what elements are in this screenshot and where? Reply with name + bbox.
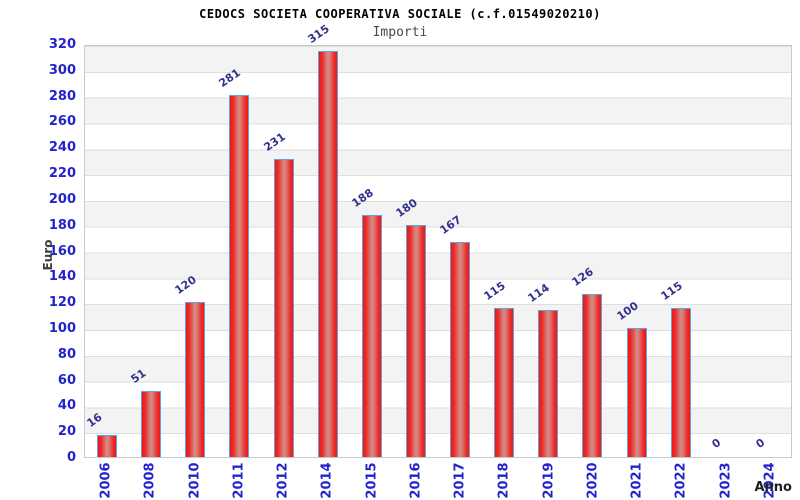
x-tick-cell: 2006 xyxy=(84,460,128,500)
x-tick-cell: 2023 xyxy=(704,460,748,500)
y-tick-label: 180 xyxy=(48,217,76,233)
bar-cell-2017: 167 xyxy=(438,46,482,457)
bar-value-label: 231 xyxy=(261,130,288,155)
chart-subtitle: Importi xyxy=(372,25,428,40)
bar-cell-2011: 281 xyxy=(217,46,261,457)
x-tick-cell: 2017 xyxy=(438,460,482,500)
x-tick-cell: 2019 xyxy=(527,460,571,500)
bar-cell-2020: 126 xyxy=(570,46,614,457)
y-tick-label: 100 xyxy=(48,320,76,336)
x-tick-label: 2018 xyxy=(496,461,512,499)
bar-cell-2012: 231 xyxy=(261,46,306,457)
x-tick-cell: 2014 xyxy=(305,460,349,500)
bar-value-label: 188 xyxy=(349,185,376,210)
y-tick-label: 280 xyxy=(48,88,76,104)
bar-2019 xyxy=(538,309,559,457)
bar-value-label: 115 xyxy=(658,279,685,304)
y-tick-label: 320 xyxy=(48,37,76,52)
x-tick-cell: 2021 xyxy=(615,460,659,500)
x-tick-cell: 2020 xyxy=(571,460,615,500)
x-tick-label: 2021 xyxy=(629,461,645,499)
bar-value-label: 100 xyxy=(614,298,641,323)
bar-cell-2023: 0 xyxy=(703,46,747,457)
bar-2015 xyxy=(361,214,382,457)
x-tick-label: 2019 xyxy=(541,461,557,499)
y-tick-label: 120 xyxy=(48,295,76,311)
bar-value-label: 120 xyxy=(172,273,200,297)
bar-2008 xyxy=(141,390,162,457)
x-tick-label: 2011 xyxy=(231,461,247,499)
bar-2006 xyxy=(97,435,118,457)
x-axis-tick-labels: 2006 2008 2010 2011 2012 2014 2015 2016 2017 2018… xyxy=(84,460,792,500)
y-tick-label: 40 xyxy=(57,398,76,414)
y-tick-label: 0 xyxy=(66,450,76,465)
x-tick-label: 2008 xyxy=(142,461,158,499)
bar-2021 xyxy=(626,327,647,457)
bar-cell-2016: 180 xyxy=(393,46,438,457)
bar-value-label: 126 xyxy=(569,265,597,290)
bar-2010 xyxy=(185,301,206,457)
bar-2012 xyxy=(273,159,294,457)
bar-cell-2006: 16 xyxy=(85,46,129,457)
x-tick-label: 2012 xyxy=(275,461,291,499)
bar-value-label: 281 xyxy=(216,66,244,91)
bar-cell-2022: 115 xyxy=(658,46,703,457)
chart-title: CEDOCS SOCIETA COOPERATIVA SOCIALE (c.f.… xyxy=(199,7,601,21)
x-tick-label: 2015 xyxy=(364,461,380,499)
x-tick-label: 2022 xyxy=(673,461,689,499)
bar-cell-2015: 188 xyxy=(349,46,394,457)
x-tick-label: 2014 xyxy=(319,461,335,499)
x-tick-label: 2017 xyxy=(452,461,468,499)
y-tick-label: 260 xyxy=(48,114,76,130)
x-tick-cell: 2012 xyxy=(261,460,305,500)
y-tick-label: 300 xyxy=(48,62,76,78)
y-tick-label: 160 xyxy=(48,243,76,259)
bar-value-label: 16 xyxy=(84,411,105,431)
bar-value-label: 0 xyxy=(709,435,724,451)
bar-2017 xyxy=(450,241,471,457)
bar-2018 xyxy=(494,308,515,457)
y-tick-label: 140 xyxy=(48,269,76,285)
x-axis-title: Anno xyxy=(754,480,792,495)
bar-2011 xyxy=(229,95,250,457)
bar-cell-2010: 120 xyxy=(173,46,217,457)
x-tick-cell: 2008 xyxy=(128,460,172,500)
x-tick-cell: 2015 xyxy=(350,460,394,500)
x-tick-label: 2020 xyxy=(585,461,601,499)
bar-value-label: 114 xyxy=(525,280,553,305)
x-tick-cell: 2010 xyxy=(173,460,217,500)
x-tick-cell: 2011 xyxy=(217,460,261,500)
bar-cell-2018: 115 xyxy=(482,46,526,457)
x-tick-label: 2010 xyxy=(187,461,203,499)
bar-value-label: 51 xyxy=(128,366,149,386)
x-tick-label: 2023 xyxy=(718,461,734,499)
bar-value-label: 0 xyxy=(753,435,768,451)
bar-cell-2019: 114 xyxy=(526,46,570,457)
bar-value-label: 115 xyxy=(481,279,509,304)
bar-2014 xyxy=(317,51,338,457)
x-tick-label: 2006 xyxy=(98,461,114,499)
x-tick-label: 2016 xyxy=(408,461,424,499)
bar-cell-2024: 0 xyxy=(747,46,791,457)
x-tick-cell: 2016 xyxy=(394,460,438,500)
bar-2022 xyxy=(670,308,691,457)
bar-2016 xyxy=(405,224,426,457)
bar-2020 xyxy=(582,294,603,457)
y-tick-label: 60 xyxy=(57,372,76,388)
y-tick-label: 20 xyxy=(57,424,76,440)
y-axis-tick-labels: 0 20 40 60 80 100 120 140 160 180 200 220 240 260 280 3… xyxy=(0,37,76,465)
bar-cell-2008: 51 xyxy=(129,46,173,457)
bar-cell-2014: 315 xyxy=(305,23,350,457)
x-tick-cell: 2018 xyxy=(482,460,526,500)
bar-cell-2021: 100 xyxy=(614,46,659,457)
y-tick-label: 240 xyxy=(48,140,76,156)
x-tick-cell: 2022 xyxy=(659,460,703,500)
y-tick-label: 80 xyxy=(57,346,76,362)
plot-area: 16 51 120 281 231 315 188 180 167 115 114 126 100 115… xyxy=(84,23,792,458)
bar-value-label: 180 xyxy=(393,195,420,220)
y-tick-label: 220 xyxy=(48,166,76,182)
y-tick-label: 200 xyxy=(48,191,76,207)
bar-value-label: 167 xyxy=(437,212,464,237)
